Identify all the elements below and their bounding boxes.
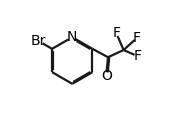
Text: F: F	[133, 31, 141, 45]
Text: O: O	[101, 69, 112, 83]
Text: F: F	[133, 49, 141, 63]
Text: Br: Br	[31, 34, 46, 48]
Text: N: N	[67, 30, 77, 44]
Text: F: F	[112, 26, 120, 40]
